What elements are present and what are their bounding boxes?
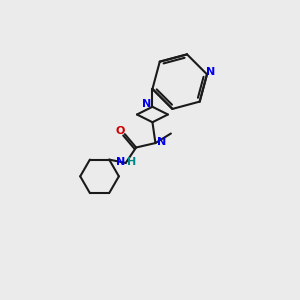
Text: H: H	[127, 158, 136, 167]
Text: N: N	[142, 99, 152, 110]
Text: O: O	[116, 126, 125, 136]
Text: N: N	[206, 67, 215, 77]
Text: N: N	[157, 136, 167, 147]
Text: N: N	[116, 158, 125, 167]
